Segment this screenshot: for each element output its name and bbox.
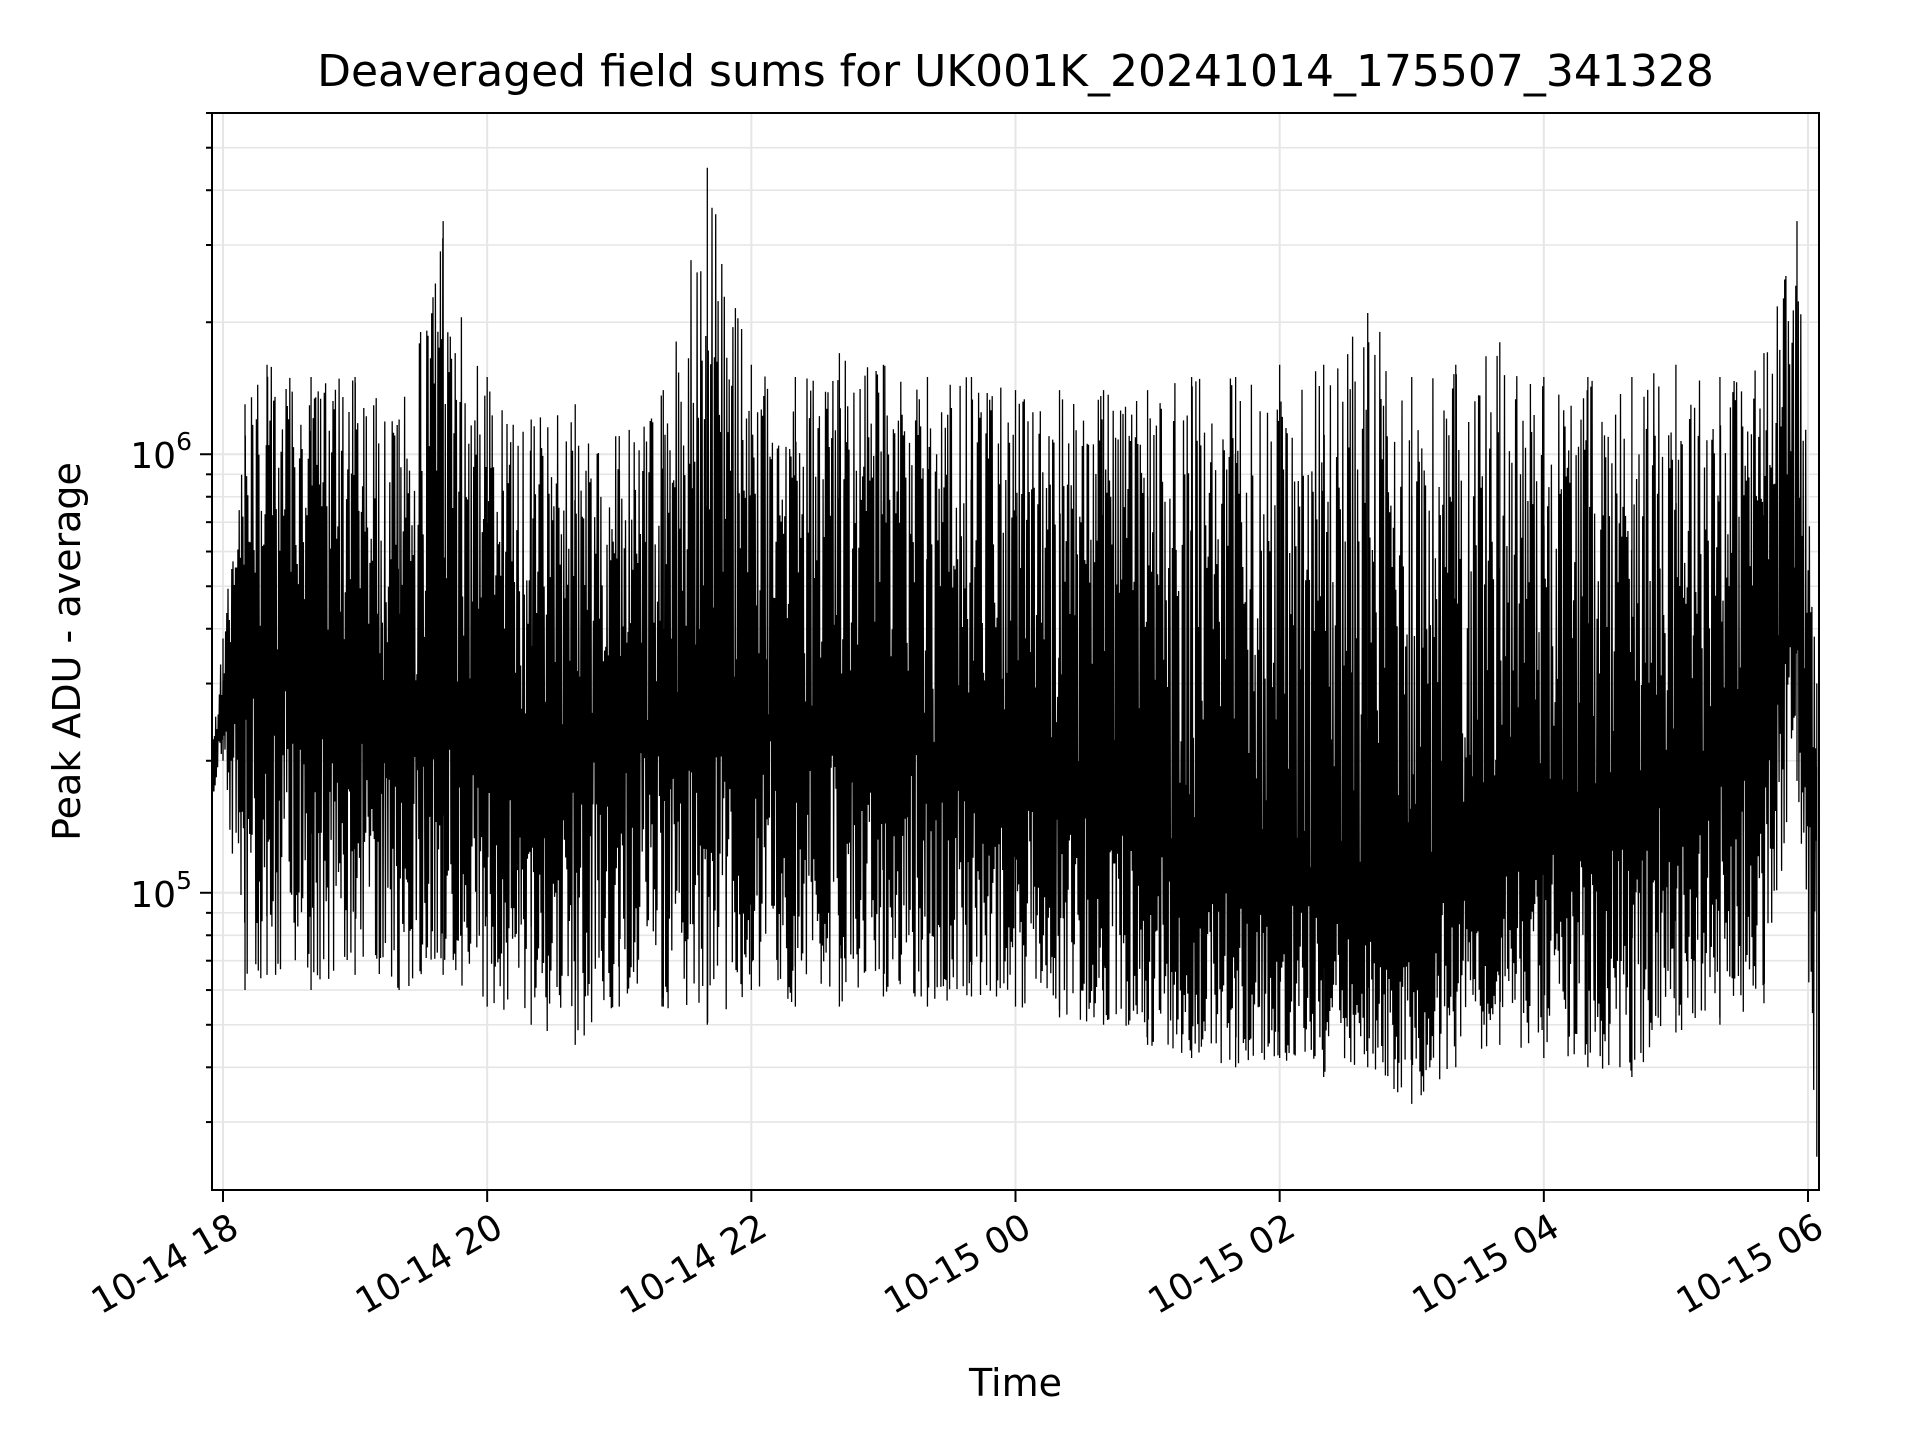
- y-tick-label-base: 10: [130, 875, 176, 916]
- y-axis-label: Peak ADU - average: [45, 462, 89, 841]
- y-tick-label-exponent: 6: [176, 427, 192, 456]
- chart-title: Deaveraged field sums for UK001K_2024101…: [317, 46, 1714, 97]
- y-tick-label-exponent: 5: [176, 866, 192, 895]
- series-line: [211, 207, 1818, 1096]
- x-axis-label: Time: [968, 1361, 1062, 1405]
- y-tick-label-base: 10: [130, 436, 176, 477]
- data-series: [211, 167, 1818, 1157]
- y-tick-label: 106: [130, 427, 192, 477]
- y-tick-label: 105: [130, 866, 192, 916]
